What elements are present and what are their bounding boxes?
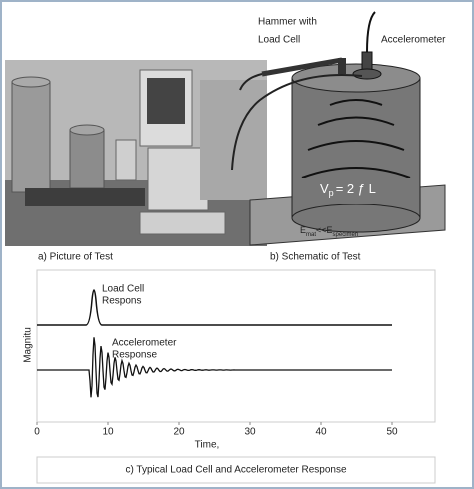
modulus-left: E <box>300 225 306 235</box>
accelerometer-label: Accelerometer <box>381 35 446 46</box>
x-tick-label: 0 <box>34 427 40 438</box>
equation-subscript: p <box>329 188 334 198</box>
x-tick-label: 20 <box>173 427 185 438</box>
annotation: Accelerometer <box>112 338 177 349</box>
modulus-relation: Emat<<Especimen <box>300 225 358 237</box>
equation: Vp = 2 ƒ L <box>320 181 376 198</box>
load-cell-trace <box>37 289 392 326</box>
annotation: Respons <box>102 296 141 307</box>
x-axis-label: Time, <box>195 440 220 451</box>
equation-rest: = 2 ƒ L <box>336 181 376 196</box>
modulus-left-sub: mat <box>306 232 316 238</box>
hammer-label: Hammer with <box>258 17 317 28</box>
photo-caption: a) Picture of Test <box>38 252 113 263</box>
modulus-right-sub: specimen <box>333 232 359 238</box>
caption-box <box>36 456 436 484</box>
equation-symbol: V <box>320 181 329 196</box>
annotation: Response <box>112 350 157 361</box>
photo <box>5 60 267 246</box>
x-tick-label: 50 <box>386 427 398 438</box>
modulus-relation-symbol: <<E <box>316 225 333 235</box>
plot-area <box>36 269 436 423</box>
schematic <box>231 11 446 246</box>
x-tick-label: 10 <box>102 427 114 438</box>
annotation: Load Cell <box>102 284 144 295</box>
hammer-label: Load Cell <box>258 35 300 46</box>
chart-caption: c) Typical Load Cell and Accelerometer R… <box>125 465 346 476</box>
x-tick-label: 40 <box>315 427 327 438</box>
schematic-caption: b) Schematic of Test <box>270 252 361 263</box>
y-axis-label: Magnitu <box>23 327 34 363</box>
x-tick-label: 30 <box>244 427 256 438</box>
accelerometer-trace <box>37 337 392 398</box>
